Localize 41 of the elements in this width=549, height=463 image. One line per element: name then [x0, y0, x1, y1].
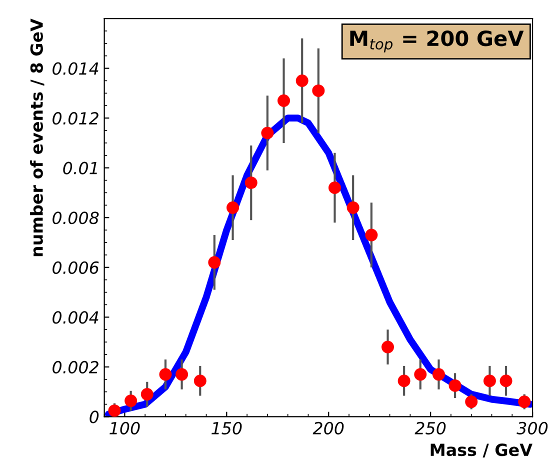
x-tick-label: 200: [312, 422, 344, 434]
point: [312, 84, 325, 97]
annotation: M$_{top}$ = 200 GeV: [350, 30, 524, 52]
point: [124, 394, 138, 408]
point: [208, 256, 221, 269]
y-tick-label: 0: [90, 410, 99, 424]
point: [500, 374, 512, 388]
point: [159, 368, 172, 381]
point: [398, 374, 410, 388]
point: [483, 374, 496, 388]
point: [261, 126, 274, 140]
point: [226, 201, 240, 214]
x-tick-label: 100: [110, 422, 140, 434]
y-tick-label: 0.002: [52, 360, 98, 374]
y-tick-label: 0.004: [52, 311, 98, 324]
point: [414, 368, 427, 381]
point: [140, 388, 154, 401]
point: [108, 404, 121, 417]
point: [382, 340, 394, 354]
point: [365, 228, 378, 242]
y-tick-label: 0.01: [63, 162, 97, 174]
point: [432, 368, 445, 381]
x-tick-label: 250: [414, 422, 446, 434]
point: [278, 94, 290, 107]
x-tick-label: 150: [212, 422, 242, 434]
point: [465, 396, 478, 408]
x-tick-label: 300: [516, 422, 548, 434]
y-axis-title: number of events / 8 GeV: [30, 18, 44, 256]
point: [328, 181, 341, 194]
point: [244, 176, 258, 190]
point: [194, 374, 206, 388]
point: [346, 201, 360, 214]
point: [176, 368, 188, 381]
y-tick-label: 0.012: [52, 112, 98, 125]
y-tick-label: 0.008: [52, 212, 99, 224]
y-tick-label: 0.006: [52, 261, 99, 274]
point: [518, 396, 531, 408]
y-tick-label: 0.014: [52, 62, 98, 75]
x-axis-title: Mass / GeV: [430, 444, 532, 458]
point: [448, 379, 462, 392]
point: [296, 74, 308, 87]
